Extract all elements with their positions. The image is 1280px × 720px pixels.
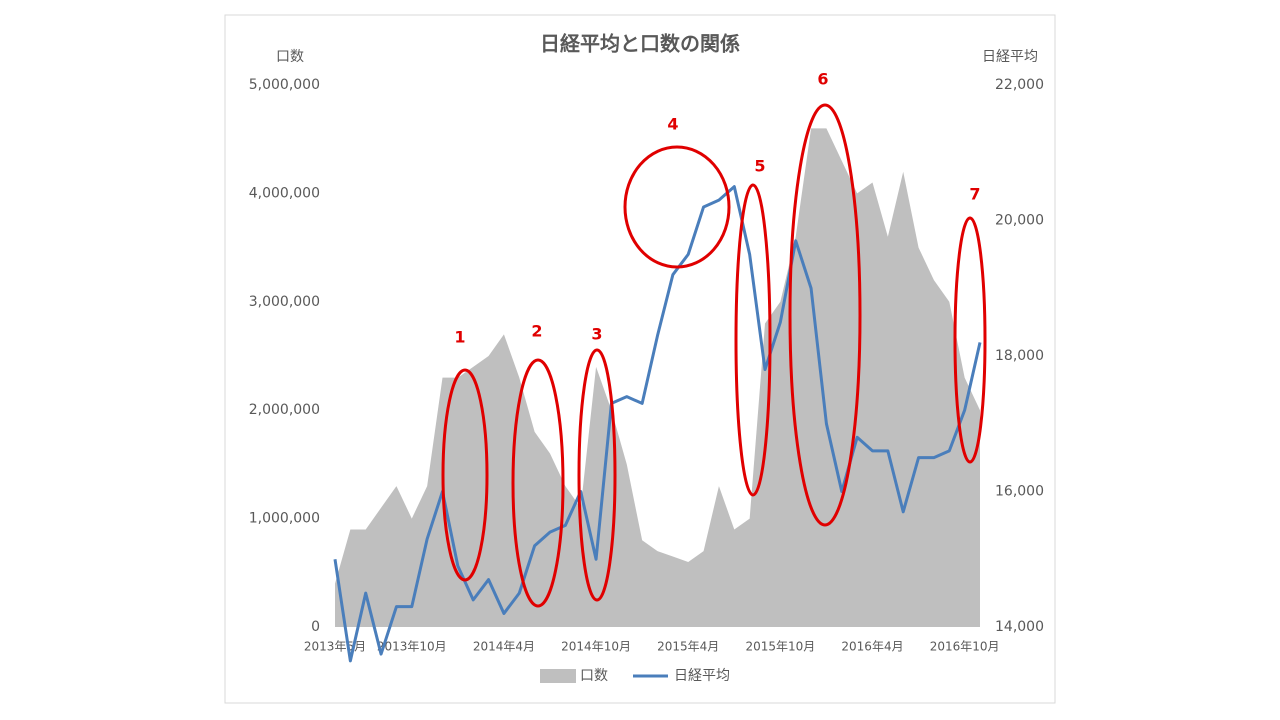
- x-tick-label: 2016年10月: [930, 640, 1000, 654]
- legend-label: 口数: [580, 668, 608, 684]
- legend-label: 日経平均: [674, 668, 730, 684]
- annotation-label: 7: [969, 185, 980, 204]
- annotation-label: 2: [531, 322, 542, 341]
- x-tick-label: 2013年5月: [304, 640, 366, 654]
- annotation-circle: [441, 368, 489, 582]
- annotation-circle: [577, 348, 617, 602]
- y-tick-label: 1,000,000: [249, 511, 320, 527]
- y-tick-label: 0: [311, 619, 320, 635]
- area: [335, 128, 980, 628]
- annotation-circle: [511, 358, 565, 608]
- annotation-circle: [953, 216, 987, 464]
- y-tick-label: 5,000,000: [249, 77, 320, 93]
- y-tick-label: 2,000,000: [249, 402, 320, 418]
- y2-tick-label: 14,000: [995, 619, 1044, 635]
- annotation-circle: [734, 183, 772, 497]
- y2-tick-label: 22,000: [995, 77, 1044, 93]
- x-tick-label: 2016年4月: [841, 640, 903, 654]
- annotation-label: 6: [817, 70, 828, 89]
- y-axis-title: 口数: [276, 49, 304, 65]
- x-tick-label: 2014年10月: [561, 640, 631, 654]
- y2-axis-title: 日経平均: [982, 49, 1038, 65]
- y2-tick-label: 16,000: [995, 484, 1044, 500]
- x-tick-label: 2015年4月: [657, 640, 719, 654]
- annotation-label: 5: [754, 157, 765, 176]
- annotation-label: 1: [454, 328, 465, 347]
- annotation-circle: [623, 145, 731, 269]
- x-tick-label: 2015年10月: [745, 640, 815, 654]
- legend-swatch: [540, 669, 576, 683]
- y2-tick-label: 18,000: [995, 348, 1044, 364]
- y-tick-label: 3,000,000: [249, 294, 320, 310]
- annotation-circle: [788, 103, 862, 527]
- x-tick-label: 2013年10月: [377, 640, 447, 654]
- x-tick-label: 2014年4月: [473, 640, 535, 654]
- chart-title: 日経平均と口数の関係: [540, 32, 740, 56]
- annotation-label: 4: [667, 115, 678, 134]
- annotation-label: 3: [591, 325, 602, 344]
- y2-tick-label: 20,000: [995, 213, 1044, 229]
- y-tick-label: 4,000,000: [249, 185, 320, 201]
